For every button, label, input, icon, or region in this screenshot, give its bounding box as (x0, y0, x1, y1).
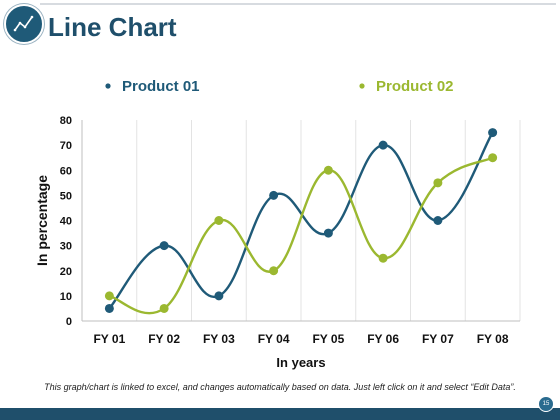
y-axis-title: In percentage (34, 175, 50, 266)
data-point[interactable] (159, 241, 169, 251)
y-tick-label: 10 (60, 291, 72, 303)
y-tick-label: 40 (60, 216, 72, 228)
data-point[interactable] (378, 140, 388, 150)
data-point[interactable] (214, 291, 224, 301)
x-tick-label: FY 06 (367, 332, 399, 346)
x-tick-label: FY 07 (422, 332, 454, 346)
data-point[interactable] (214, 216, 224, 225)
x-tick-label: FY 03 (203, 332, 235, 346)
data-point[interactable] (269, 190, 279, 200)
data-point[interactable] (433, 178, 443, 188)
x-tick-label: FY 08 (477, 332, 509, 346)
y-tick-label: 80 (60, 115, 72, 127)
data-point[interactable] (323, 228, 333, 238)
legend-marker (359, 83, 365, 89)
data-point[interactable] (488, 153, 498, 163)
bottom-bar (0, 408, 560, 420)
legend-marker (105, 83, 111, 89)
data-point[interactable] (323, 165, 333, 175)
legend-label[interactable]: Product 01 (122, 78, 200, 95)
line-chart-logo-icon (4, 4, 44, 44)
x-tick-label: FY 04 (258, 332, 290, 346)
x-tick-label: FY 02 (148, 332, 180, 346)
data-point[interactable] (433, 216, 443, 225)
x-axis-title: In years (276, 355, 325, 370)
page-number-badge: 15 (538, 396, 554, 412)
data-point[interactable] (104, 303, 114, 313)
x-tick-label: FY 01 (93, 332, 125, 346)
y-tick-label: 70 (60, 140, 72, 152)
y-tick-label: 0 (66, 316, 72, 328)
data-point[interactable] (378, 253, 388, 263)
footnote: This graph/chart is linked to excel, and… (44, 382, 516, 392)
y-tick-label: 30 (60, 241, 72, 253)
y-tick-label: 60 (60, 165, 72, 177)
y-tick-label: 20 (60, 266, 72, 278)
data-point[interactable] (104, 291, 114, 301)
data-point[interactable] (159, 303, 169, 313)
data-point[interactable] (488, 128, 498, 138)
series-line-product-01 (108, 131, 494, 310)
header-rule (40, 3, 556, 5)
x-tick-label: FY 05 (312, 332, 344, 346)
data-point[interactable] (269, 266, 279, 276)
line-chart[interactable]: 0 10 20 30 40 50 60 70 80 FY 01 FY 02 FY 03 FY 04 FY … (0, 0, 560, 380)
page-title: Line Chart (48, 12, 177, 42)
series-line-product-02 (108, 156, 494, 315)
legend-label[interactable]: Product 02 (376, 78, 454, 95)
y-tick-label: 50 (60, 190, 72, 202)
